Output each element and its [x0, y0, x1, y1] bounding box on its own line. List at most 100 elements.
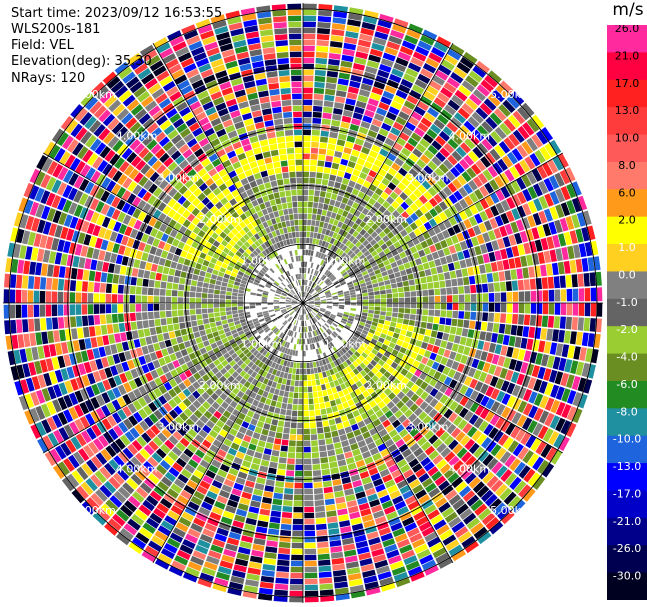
velocity-cell	[307, 295, 313, 300]
velocity-cell	[359, 279, 366, 285]
velocity-cell	[238, 309, 244, 314]
velocity-cell	[546, 263, 553, 276]
velocity-cell	[395, 323, 403, 329]
velocity-cell	[474, 245, 482, 256]
velocity-cell	[526, 254, 534, 266]
velocity-cell	[445, 341, 454, 351]
velocity-cell	[361, 289, 368, 294]
velocity-cell	[481, 121, 494, 134]
velocity-cell	[404, 34, 419, 45]
velocity-cell	[137, 329, 145, 338]
velocity-cell	[332, 156, 341, 164]
velocity-cell	[371, 223, 379, 231]
velocity-cell	[479, 102, 493, 116]
velocity-cell	[303, 434, 311, 441]
velocity-cell	[293, 500, 303, 507]
velocity-cell	[529, 153, 541, 167]
velocity-cell	[303, 135, 311, 142]
velocity-cell	[590, 287, 597, 302]
velocity-cell	[346, 135, 356, 143]
velocity-cell	[292, 530, 303, 537]
velocity-cell	[563, 260, 571, 274]
velocity-cell	[373, 314, 380, 319]
velocity-cell	[320, 253, 325, 259]
velocity-cell	[350, 297, 357, 301]
velocity-cell	[332, 479, 342, 486]
velocity-cell	[121, 256, 129, 266]
velocity-cell	[522, 267, 529, 279]
velocity-cell	[366, 254, 373, 261]
velocity-cell	[338, 243, 345, 250]
velocity-cell	[388, 35, 403, 45]
velocity-cell	[421, 315, 428, 322]
velocity-cell	[314, 301, 321, 303]
velocity-cell	[437, 249, 445, 258]
velocity-cell	[422, 63, 437, 74]
velocity-cell	[290, 566, 303, 573]
velocity-cell	[444, 104, 457, 116]
velocity-cell	[295, 470, 303, 477]
velocity-cell	[369, 124, 380, 133]
velocity-cell	[453, 190, 463, 201]
velocity-cell	[33, 290, 40, 303]
velocity-cell	[326, 236, 332, 243]
velocity-cell	[386, 293, 393, 299]
velocity-cell	[155, 272, 162, 281]
velocity-cell	[324, 197, 331, 205]
velocity-cell	[285, 415, 292, 422]
velocity-cell	[319, 378, 325, 385]
velocity-cell	[438, 211, 448, 222]
velocity-cell	[543, 250, 552, 263]
velocity-cell	[452, 178, 462, 190]
velocity-cell	[472, 65, 487, 78]
velocity-cell	[459, 240, 468, 251]
velocity-cell	[543, 178, 554, 192]
velocity-cell	[142, 320, 149, 329]
velocity-cell	[238, 293, 244, 297]
velocity-cell	[249, 303, 256, 306]
velocity-cell	[339, 434, 348, 442]
velocity-cell	[293, 398, 298, 405]
velocity-cell	[308, 300, 315, 302]
velocity-cell	[445, 279, 452, 287]
velocity-cell	[349, 155, 358, 163]
velocity-cell	[164, 339, 172, 348]
velocity-cell	[278, 414, 286, 421]
velocity-cell	[303, 105, 313, 112]
velocity-cell	[496, 260, 504, 271]
velocity-cell	[566, 303, 573, 316]
velocity-cell	[332, 297, 339, 300]
velocity-cell	[314, 373, 320, 380]
velocity-cell	[451, 343, 459, 352]
velocity-cell	[531, 114, 545, 129]
velocity-cell	[345, 166, 354, 174]
velocity-cell	[417, 334, 425, 341]
velocity-cell	[178, 342, 186, 351]
velocity-cell	[303, 183, 309, 190]
velocity-cell	[482, 293, 489, 302]
velocity-cell	[404, 297, 411, 303]
velocity-cell	[325, 192, 332, 199]
velocity-cell	[366, 211, 374, 219]
velocity-cell	[484, 207, 494, 219]
velocity-cell	[373, 201, 382, 210]
velocity-cell	[393, 18, 409, 28]
velocity-cell	[548, 303, 555, 315]
velocity-cell	[306, 368, 311, 375]
velocity-cell	[280, 529, 292, 537]
velocity-cell	[404, 336, 411, 343]
velocity-cell	[274, 438, 282, 445]
velocity-cell	[367, 227, 375, 235]
velocity-cell	[469, 192, 479, 203]
velocity-cell	[400, 269, 407, 276]
velocity-cell	[274, 486, 284, 494]
velocity-cell	[484, 195, 495, 207]
velocity-cell	[510, 269, 518, 280]
velocity-cell	[383, 227, 391, 235]
velocity-cell	[337, 508, 348, 516]
velocity-cell	[458, 294, 465, 302]
velocity-cell	[332, 206, 339, 214]
velocity-cell	[170, 261, 178, 269]
velocity-cell	[352, 255, 359, 262]
velocity-cell	[304, 488, 313, 495]
